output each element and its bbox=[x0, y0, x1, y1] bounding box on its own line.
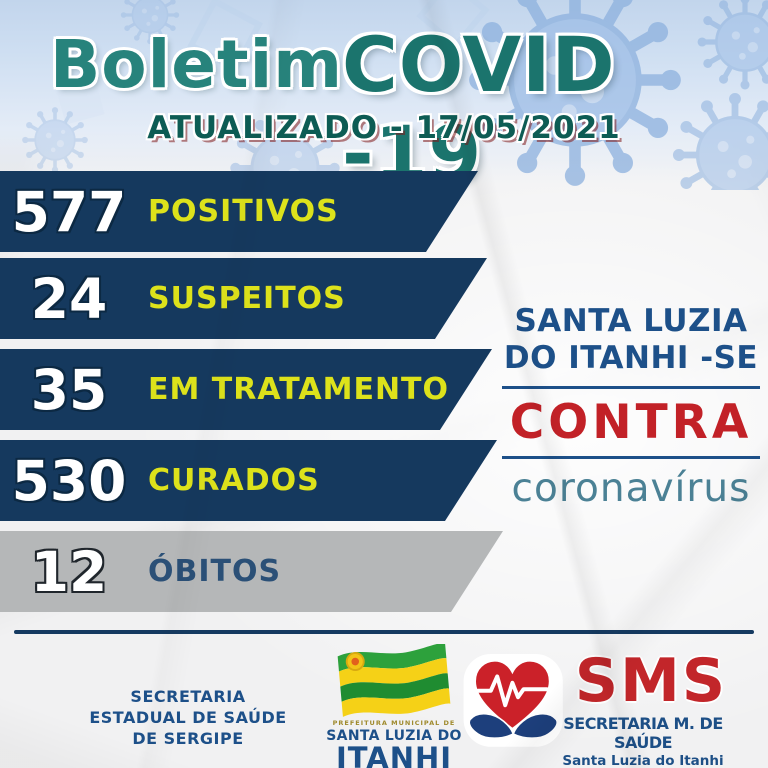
campaign-city-line1: SANTA LUZIA bbox=[514, 303, 748, 339]
em-tratamento-count: 35 bbox=[30, 357, 108, 422]
curados-label: CURADOS bbox=[148, 463, 320, 498]
stat-banner-positivos: 577 POSITIVOS bbox=[0, 171, 478, 252]
heart-ekg-icon bbox=[463, 654, 563, 747]
suspeitos-label: SUSPEITOS bbox=[148, 281, 346, 316]
obitos-label: ÓBITOS bbox=[148, 554, 282, 589]
campaign-divider-bottom bbox=[502, 456, 760, 459]
sms-city-line: Santa Luzia do Itanhi bbox=[562, 753, 724, 768]
curados-count: 530 bbox=[11, 448, 127, 513]
heart-icon bbox=[473, 659, 552, 731]
stat-banner-obitos: 12 ÓBITOS bbox=[0, 531, 503, 612]
footer-divider-line bbox=[14, 630, 754, 634]
municipal-name-line2: ITANHI bbox=[335, 741, 453, 768]
state-sec-line1: SECRETARIA bbox=[130, 687, 246, 706]
hands-icon bbox=[468, 712, 558, 739]
municipal-logo: PREFEITURA MUNICIPAL DE SANTA LUZIA DO I… bbox=[325, 644, 463, 768]
sms-text-block: SMS SECRETARIA M. DE SAÚDE Santa Luzia d… bbox=[560, 650, 742, 768]
municipal-name-line1: SANTA LUZIA DO bbox=[326, 728, 462, 744]
municipal-flag-icon bbox=[337, 644, 451, 717]
state-sec-line2: ESTADUAL DE SAÚDE bbox=[89, 708, 287, 727]
suspeitos-count: 24 bbox=[30, 266, 108, 331]
updated-date-line: ATUALIZADO - 17/05/2021 bbox=[147, 110, 621, 146]
campaign-divider-top bbox=[502, 386, 760, 389]
campaign-contra-word: CONTRA bbox=[509, 395, 753, 450]
virus-background-icons bbox=[20, 0, 768, 190]
header-band bbox=[0, 0, 768, 185]
campaign-city-line2: DO ITANHI -SE bbox=[503, 340, 759, 376]
campaign-block: SANTA LUZIA DO ITANHI -SE CONTRA coronav… bbox=[500, 303, 762, 510]
sms-acronym: SMS bbox=[574, 646, 728, 716]
ekg-line-icon bbox=[476, 674, 549, 708]
sms-secretariat-line: SECRETARIA M. DE SAÚDE bbox=[563, 714, 723, 752]
obitos-count: 12 bbox=[30, 539, 108, 604]
stat-banner-em-tratamento: 35 EM TRATAMENTO bbox=[0, 349, 492, 430]
positivos-label: POSITIVOS bbox=[148, 194, 339, 229]
em-tratamento-label: EM TRATAMENTO bbox=[148, 372, 450, 407]
stat-banner-curados: 530 CURADOS bbox=[0, 440, 497, 521]
positivos-count: 577 bbox=[11, 179, 127, 244]
municipal-pre-text: PREFEITURA MUNICIPAL DE bbox=[332, 719, 456, 727]
state-sec-line3: DE SERGIPE bbox=[132, 729, 244, 748]
stat-banner-suspeitos: 24 SUSPEITOS bbox=[0, 258, 487, 339]
campaign-coronavirus-word: coronavírus bbox=[511, 466, 751, 511]
bulletin-script-title: Boletim bbox=[50, 26, 343, 103]
state-health-secretariat-text: SECRETARIA ESTADUAL DE SAÚDE DE SERGIPE bbox=[78, 686, 298, 749]
